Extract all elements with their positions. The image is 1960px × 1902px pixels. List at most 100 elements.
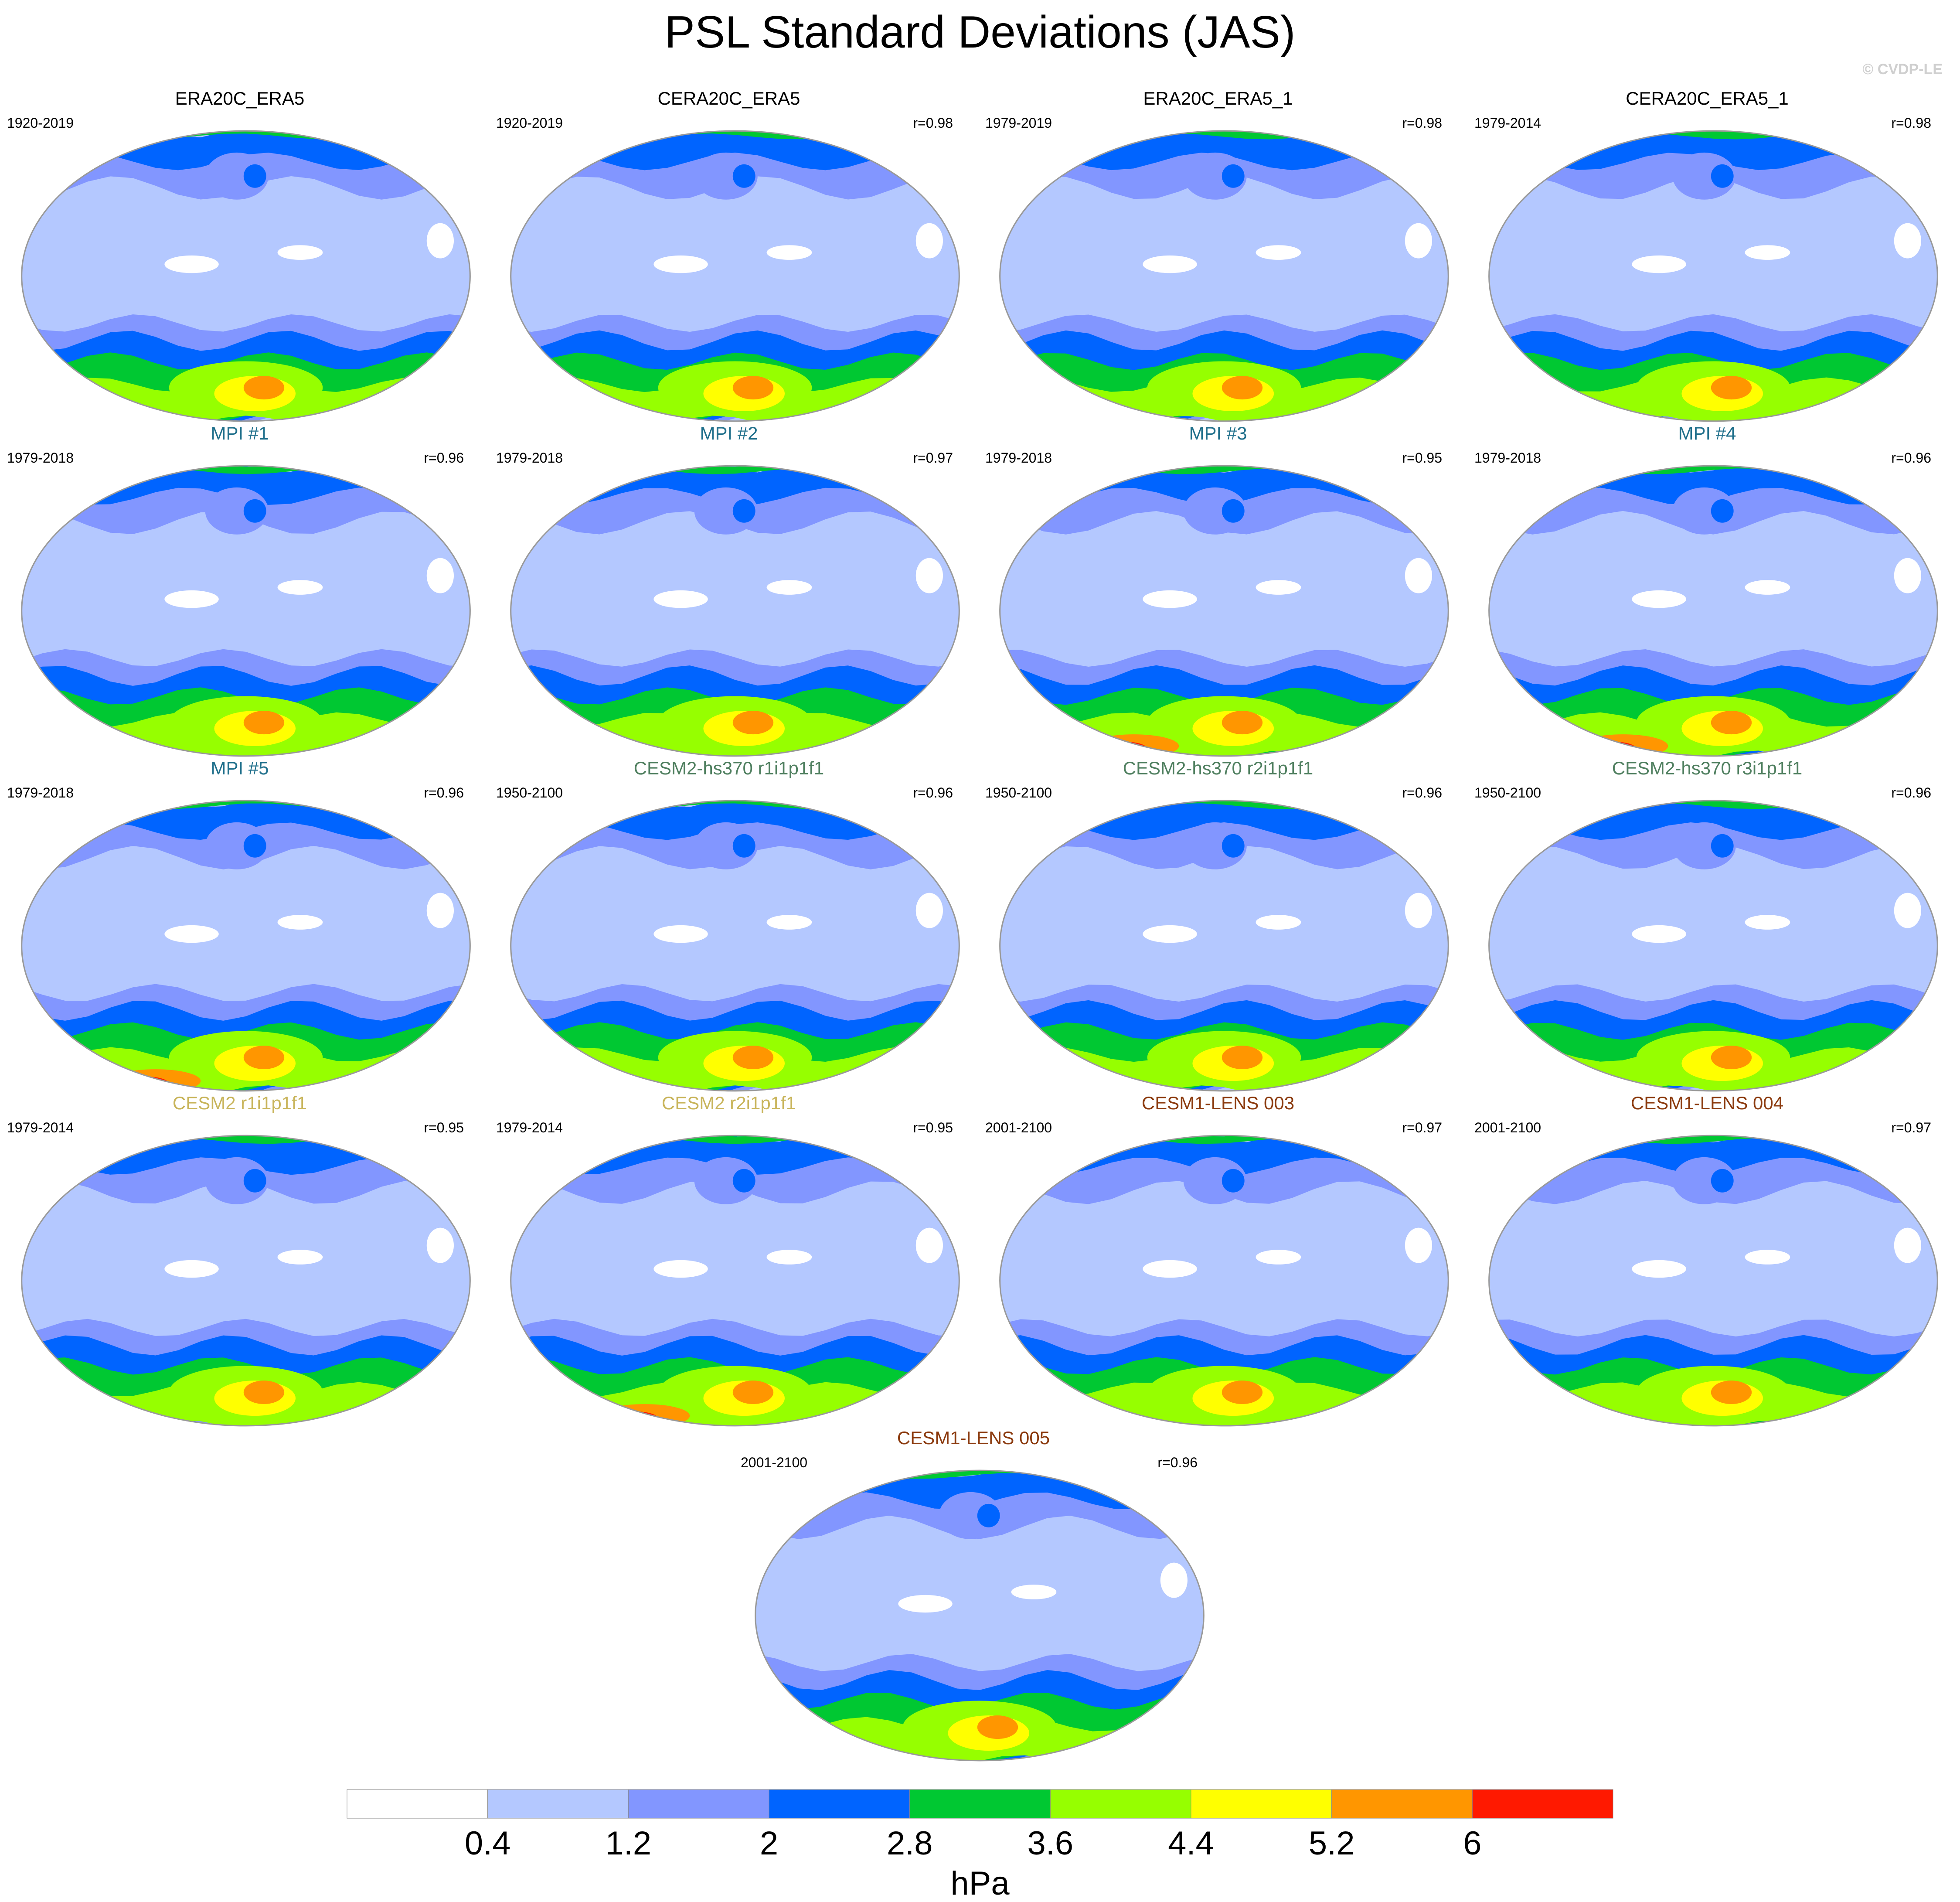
field-trop-patch-3 [426, 1227, 454, 1263]
field-trop-patch-2 [1745, 245, 1790, 260]
panel-title: CESM1-LENS 004 [1630, 1093, 1784, 1113]
field-trop-patch-3 [915, 223, 943, 259]
panel-title: CESM2-hs370 r1i1p1f1 [633, 758, 824, 778]
map-panel: CESM1-LENS 004 2001-2100 r=0.97 [1467, 1092, 1947, 1427]
field-sh-extra-1 [599, 1404, 690, 1426]
map-outline [510, 1135, 960, 1427]
map-outline [999, 465, 1449, 757]
map-panel: CESM1-LENS 003 2001-2100 r=0.97 [978, 1092, 1458, 1427]
map-outline [1488, 130, 1938, 422]
panel-correlation: r=0.97 [913, 450, 953, 466]
field-trop-patch-2 [1256, 580, 1301, 595]
field-npac-low [1672, 822, 1736, 869]
field-trop-patch-3 [426, 223, 454, 259]
map-outline [1488, 800, 1938, 1092]
field-npac-low [205, 1157, 269, 1204]
field-sh-max-3 [732, 1046, 774, 1070]
panel-title: CESM1-LENS 005 [897, 1428, 1050, 1448]
colorbar-units: hPa [950, 1865, 1010, 1902]
colorbar-swatch [1472, 1789, 1613, 1819]
panel-title: CESM2-hs370 r3i1p1f1 [1612, 758, 1803, 778]
field-sh-max-3 [1711, 1046, 1752, 1070]
field-sh-extra-1 [1577, 734, 1668, 756]
panel-years: 1950-2100 [985, 785, 1052, 801]
map-outline [510, 465, 960, 757]
map-panel: CESM2-hs370 r1i1p1f1 1950-2100 r=0.96 [489, 757, 969, 1092]
field-north-band-3 [21, 466, 470, 474]
field-trop-patch-3 [915, 893, 943, 928]
panel-years: 1920-2019 [7, 115, 74, 131]
colorbar-tick-label: 2.8 [886, 1825, 933, 1862]
field-npac-core [1711, 834, 1734, 858]
field-sh-extra-2 [613, 1411, 658, 1426]
field-trop-patch-2 [1745, 580, 1790, 595]
field-npac-low [939, 1492, 1002, 1539]
field-npac-low [694, 152, 758, 200]
field-npac-core [243, 834, 266, 858]
robinson-map [21, 800, 471, 1092]
map-outline [999, 1135, 1449, 1427]
panel-years: 1979-2014 [7, 1120, 74, 1135]
field-trop-patch-2 [766, 915, 812, 930]
panel-title: CERA20C_ERA5 [657, 88, 800, 109]
field-sh-extra-1 [110, 1069, 201, 1091]
field-npac-low [1672, 152, 1736, 200]
field-npac-core [732, 499, 755, 523]
panel-years: 2001-2100 [985, 1120, 1052, 1135]
field-npac-low [1183, 822, 1247, 869]
field-npac-core [1711, 499, 1734, 523]
colorbar-tick-label: 5.2 [1308, 1825, 1355, 1862]
field-trop-patch-2 [277, 1250, 323, 1265]
field-npac-low [694, 487, 758, 535]
map-outline [1488, 465, 1938, 757]
panel-correlation: r=0.96 [424, 785, 464, 801]
panel-title: MPI #5 [211, 758, 269, 778]
field-npac-core [243, 499, 266, 523]
field-npac-low [1183, 1157, 1247, 1204]
colorbar-swatch [487, 1789, 629, 1819]
field-sh-max-3 [243, 376, 285, 400]
field-trop-patch-3 [1405, 223, 1432, 259]
map-panel: CESM2-hs370 r3i1p1f1 1950-2100 r=0.96 [1467, 757, 1947, 1092]
field-sh-max-3 [243, 1380, 285, 1404]
colorbar-tick-label: 3.6 [1027, 1825, 1074, 1862]
field-sh-max-3 [1222, 711, 1263, 735]
field-sh-max-3 [732, 711, 774, 735]
robinson-map [755, 1469, 1205, 1762]
map-panel: MPI #5 1979-2018 r=0.96 [0, 757, 480, 1092]
map-panel: CESM2 r1i1p1f1 1979-2014 r=0.95 [0, 1092, 480, 1427]
robinson-map [21, 1135, 471, 1427]
field-trop-patch-2 [1011, 1585, 1057, 1599]
field-npac-core [732, 834, 755, 858]
field-trop-patch-1 [164, 1260, 219, 1278]
field-trop-patch-3 [1405, 558, 1432, 593]
field-trop-patch-3 [1894, 558, 1921, 593]
colorbar-tick-label: 1.2 [605, 1825, 652, 1862]
field-trop-patch-1 [164, 925, 219, 943]
field-sh-max-3 [977, 1715, 1018, 1739]
field-trop-patch-1 [898, 1595, 953, 1613]
map-panel: MPI #1 1979-2018 r=0.96 [0, 422, 480, 757]
map-panel: CERA20C_ERA5_1 1979-2014 r=0.98 [1467, 87, 1947, 422]
panel-correlation: r=0.97 [1402, 1120, 1442, 1135]
colorbar-tick-label: 2 [759, 1825, 779, 1862]
map-panel: CERA20C_ERA5 1920-2019 r=0.98 [489, 87, 969, 422]
field-trop-patch-1 [653, 255, 708, 273]
field-sh-max-3 [1222, 376, 1263, 400]
field-npac-core [732, 1169, 755, 1193]
panel-correlation: r=0.98 [913, 115, 953, 131]
panel-title: CESM2 r1i1p1f1 [172, 1093, 307, 1113]
panel-years: 1979-2019 [985, 115, 1052, 131]
field-trop-patch-2 [1256, 915, 1301, 930]
map-panel: CESM2-hs370 r2i1p1f1 1950-2100 r=0.96 [978, 757, 1458, 1092]
panel-years: 2001-2100 [741, 1455, 808, 1470]
panel-correlation: r=0.95 [913, 1120, 953, 1135]
panel-correlation: r=0.98 [1891, 115, 1931, 131]
field-sh-max-3 [1222, 1380, 1263, 1404]
colorbar-swatch [1331, 1789, 1473, 1819]
panel-correlation: r=0.98 [1402, 115, 1442, 131]
field-trop-patch-1 [1143, 255, 1197, 273]
panel-years: 1950-2100 [496, 785, 563, 801]
robinson-map [1488, 1135, 1938, 1427]
map-outline [1488, 1135, 1938, 1427]
